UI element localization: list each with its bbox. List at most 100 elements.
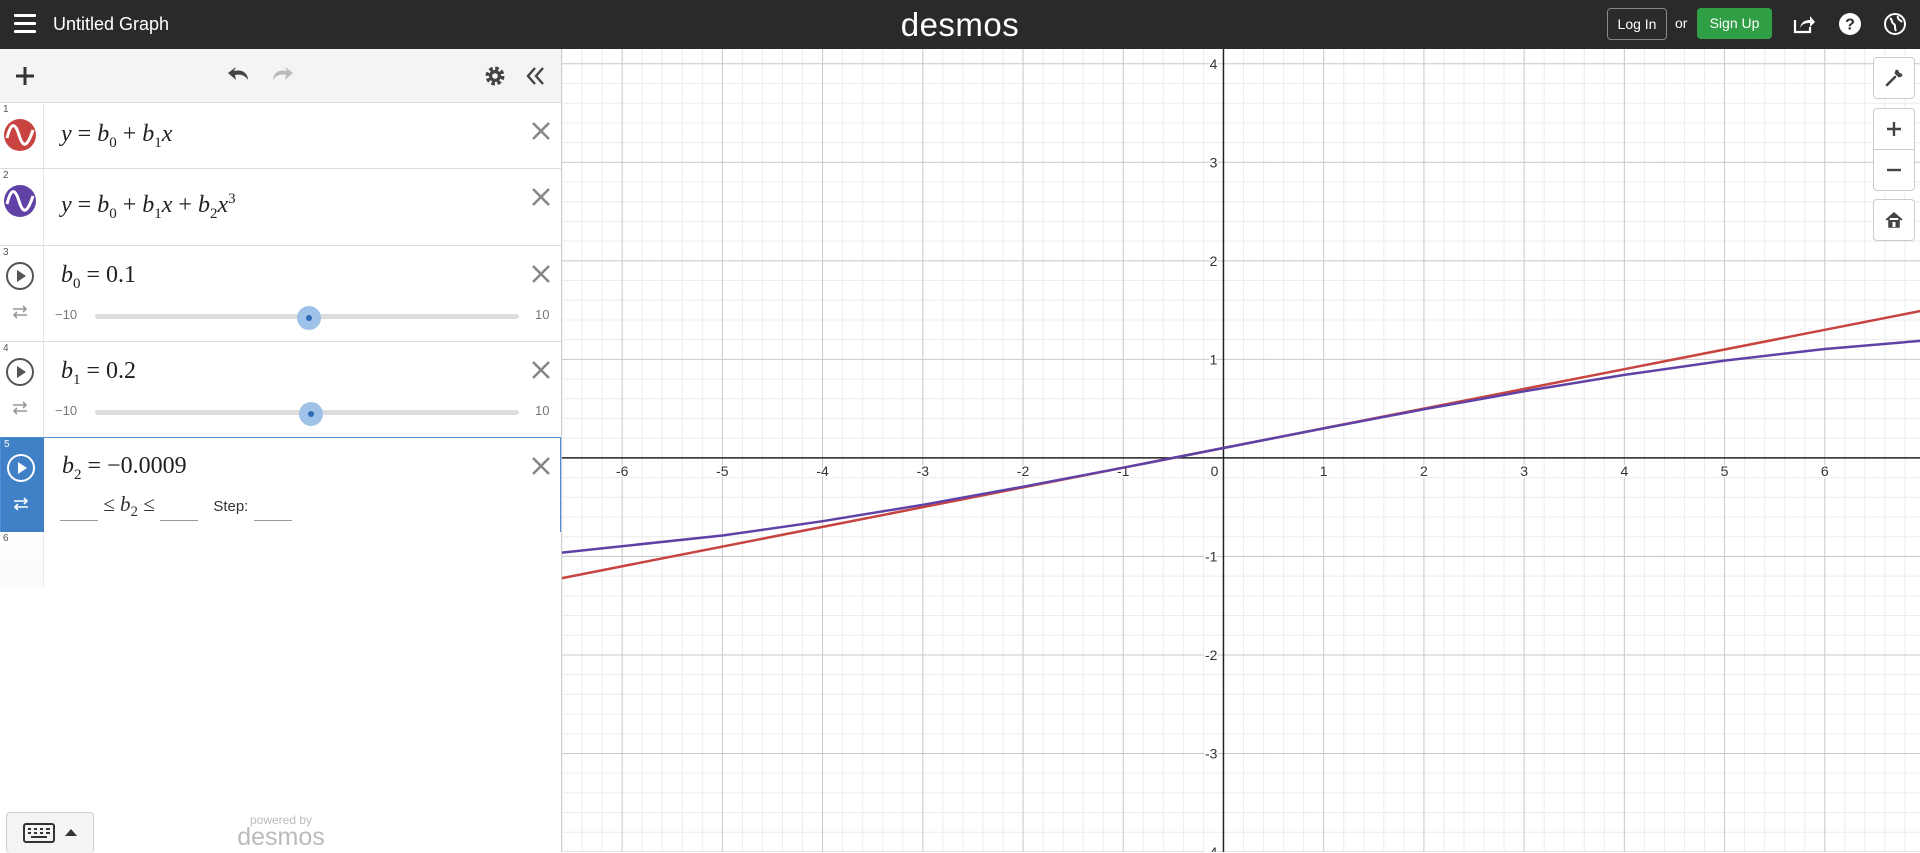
expression-formula[interactable]: y = b0 + b1x + b2x3 <box>61 191 236 222</box>
default-view-button[interactable] <box>1873 199 1915 241</box>
x-tick-label: -4 <box>816 463 829 479</box>
slider-definition[interactable]: b1 = 0.2 <box>61 358 137 388</box>
step-label: Step: <box>213 498 249 515</box>
login-button[interactable]: Log In <box>1607 8 1667 40</box>
delete-icon[interactable] <box>529 185 553 209</box>
expression-index: 4 <box>3 343 9 354</box>
expression-gutter: 2 <box>0 169 44 245</box>
zoom-out-icon <box>1887 168 1901 172</box>
redo-icon[interactable] <box>269 63 295 89</box>
slider-min-input[interactable] <box>60 502 98 522</box>
expression-row-1[interactable]: 1 y = b0 + b1x <box>0 103 561 169</box>
signup-button[interactable]: Sign Up <box>1697 8 1772 39</box>
x-tick-label: -5 <box>716 463 729 479</box>
graph-color-icon[interactable] <box>3 118 37 152</box>
y-tick-label: 4 <box>1210 56 1218 72</box>
expression-gutter: 3 <box>0 246 44 341</box>
add-icon[interactable] <box>12 63 38 89</box>
undo-icon[interactable] <box>226 63 252 89</box>
slider-track[interactable] <box>95 402 519 426</box>
slider-b1: −10 10 <box>52 401 549 426</box>
chevron-up-icon <box>65 829 77 836</box>
globe-icon[interactable] <box>1883 12 1907 36</box>
slider-definition[interactable]: b0 = 0.1 <box>61 262 137 292</box>
slider-max[interactable]: 10 <box>535 307 550 322</box>
y-tick-label: -1 <box>1205 548 1218 564</box>
graph-color-icon[interactable] <box>3 184 37 218</box>
slider-value[interactable]: 0.2 <box>106 358 137 384</box>
x-tick-label: 0 <box>1211 463 1219 479</box>
slider-value[interactable]: 0.1 <box>106 262 137 288</box>
play-icon[interactable] <box>5 261 35 291</box>
slider-value[interactable]: −0.0009 <box>107 453 187 479</box>
x-tick-label: -6 <box>616 463 629 479</box>
x-tick-label: -3 <box>917 463 930 479</box>
wrench-icon <box>1885 69 1903 87</box>
expression-row-4[interactable]: 4 b1 = 0.2 −10 10 <box>0 342 561 438</box>
graph-settings-button[interactable] <box>1873 57 1915 99</box>
slider-handle[interactable] <box>297 306 322 330</box>
svg-text:?: ? <box>1845 17 1855 34</box>
slider-track[interactable] <box>95 306 519 330</box>
expression-row-3[interactable]: 3 b0 = 0.1 −10 10 <box>0 246 561 342</box>
expression-gutter: 4 <box>0 342 44 437</box>
slider-step-input[interactable] <box>253 502 292 522</box>
y-tick-label: -2 <box>1205 647 1218 663</box>
slider-bounds: ≤ b2 ≤ Step: <box>60 492 292 522</box>
expression-row-2[interactable]: 2 y = b0 + b1x + b2x3 <box>0 169 561 246</box>
slider-definition[interactable]: b2 = −0.0009 <box>62 453 187 483</box>
play-icon[interactable] <box>5 357 35 387</box>
loop-icon[interactable] <box>12 496 30 512</box>
slider-min[interactable]: −10 <box>55 307 78 322</box>
loop-icon[interactable] <box>11 400 29 416</box>
expression-index: 3 <box>3 247 9 258</box>
keyboard-icon <box>23 823 55 843</box>
settings-icon[interactable] <box>482 63 508 89</box>
expression-gutter: 5 <box>1 438 44 532</box>
x-tick-label: 1 <box>1320 463 1328 479</box>
powered-by-text: powered by <box>249 813 313 827</box>
slider-min[interactable]: −10 <box>55 403 78 418</box>
expression-row-6[interactable]: 6 <box>0 532 561 587</box>
collapse-icon[interactable] <box>523 63 549 89</box>
delete-icon[interactable] <box>529 119 553 143</box>
expression-index: 6 <box>3 533 9 544</box>
delete-icon[interactable] <box>529 358 553 382</box>
expression-formula[interactable]: y = b0 + b1x <box>61 121 173 151</box>
share-icon[interactable] <box>1792 12 1816 36</box>
y-tick-label: -4 <box>1205 844 1218 852</box>
slider-handle[interactable] <box>299 402 324 426</box>
zoom-in-icon <box>1887 122 1901 136</box>
y-tick-label: 3 <box>1210 154 1218 170</box>
y-tick-label: 2 <box>1210 253 1218 269</box>
x-tick-label: 2 <box>1420 463 1428 479</box>
delete-icon[interactable] <box>529 454 553 478</box>
menu-icon[interactable] <box>14 14 36 34</box>
x-tick-label: 6 <box>1821 463 1829 479</box>
home-icon <box>1885 212 1903 228</box>
play-icon[interactable] <box>6 453 36 483</box>
slider-b0: −10 10 <box>52 305 549 330</box>
keypad-toggle-button[interactable] <box>6 812 94 853</box>
expression-row-5[interactable]: 5 b2 = −0.0009 ≤ b2 ≤ Step: <box>0 437 561 533</box>
graph-plot[interactable]: -6 -5 -4 -3 -2 -1 0 1 2 3 4 5 6 4 3 2 1 -1 -2 -3 -4 <box>562 49 1920 852</box>
delete-icon[interactable] <box>529 262 553 286</box>
graph-title[interactable]: Untitled Graph <box>53 14 170 34</box>
x-tick-label: 3 <box>1520 463 1528 479</box>
x-tick-label: 5 <box>1721 463 1729 479</box>
powered-by-brand: desmos <box>237 823 325 851</box>
expression-index: 1 <box>3 104 9 115</box>
loop-icon[interactable] <box>11 304 29 320</box>
graph-canvas[interactable]: -6 -5 -4 -3 -2 -1 0 1 2 3 4 5 6 4 3 2 1 -1 -2 -3 -4 <box>562 49 1920 852</box>
series-line-2 <box>562 339 1920 554</box>
zoom-in-button[interactable] <box>1873 108 1915 150</box>
expression-index: 5 <box>4 439 10 450</box>
expression-toolbar <box>0 49 561 103</box>
slider-max-input[interactable] <box>160 502 199 522</box>
top-bar: Untitled Graph desmos Log In or Sign Up … <box>0 0 1920 49</box>
slider-max[interactable]: 10 <box>535 403 550 418</box>
expression-index: 2 <box>3 170 9 181</box>
or-label: or <box>1675 15 1688 31</box>
zoom-out-button[interactable] <box>1873 149 1915 191</box>
help-icon[interactable]: ? <box>1838 12 1862 36</box>
